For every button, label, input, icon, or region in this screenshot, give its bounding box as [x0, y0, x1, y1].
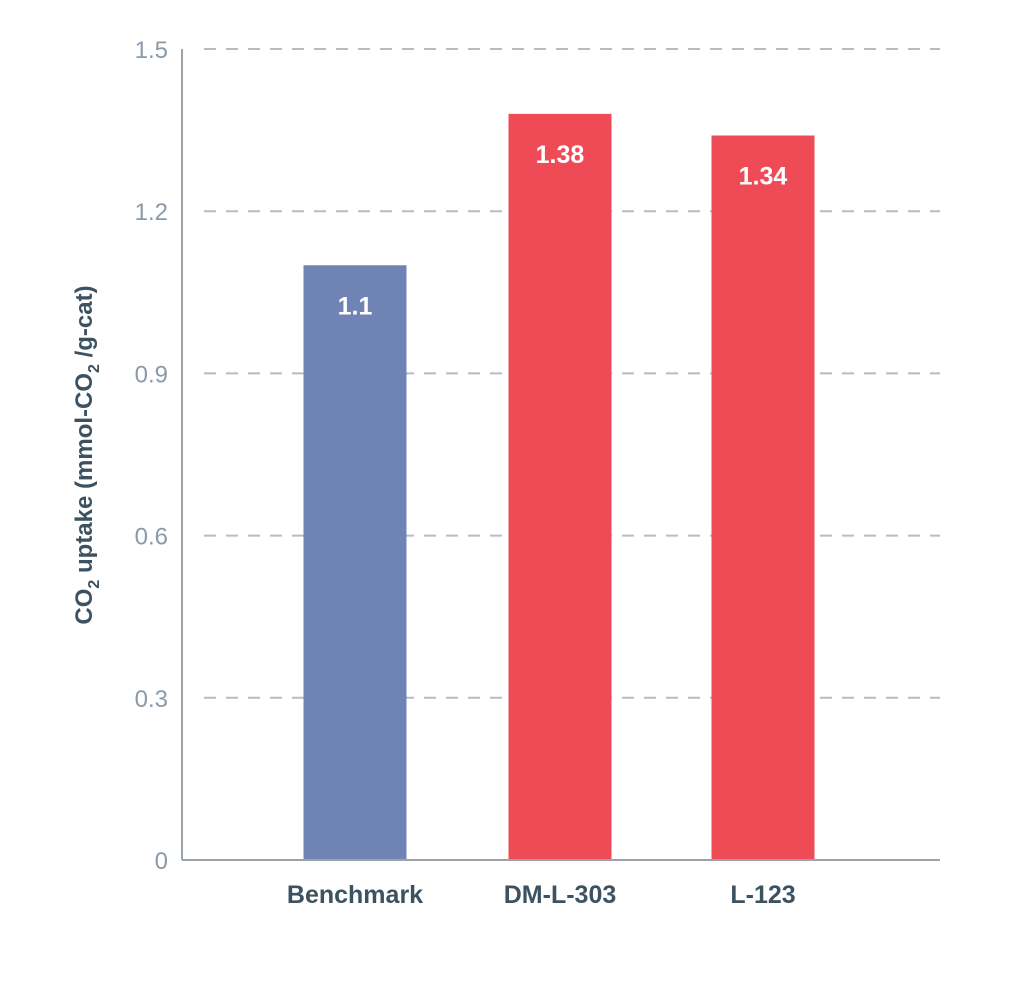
bar-value-label: 1.1: [338, 292, 373, 320]
bar-value-label: 1.34: [739, 163, 788, 191]
y-tick-label: 0.3: [135, 686, 168, 713]
bar-value-label: 1.38: [536, 141, 585, 169]
y-tick-label: 0: [155, 848, 168, 875]
label-layer: 0 0.3 0.6 0.9 1.2 1.5 1.1 Benchmark 1.38 DM-L-303…: [135, 37, 796, 909]
bar-l-123: [711, 135, 815, 861]
y-tick-label: 1.2: [135, 199, 168, 226]
bar-layer: [303, 113, 815, 861]
x-tick-label: Benchmark: [287, 881, 423, 909]
bar-benchmark: [303, 265, 407, 860]
y-tick-label: 0.6: [135, 524, 168, 551]
x-tick-label: DM-L-303: [504, 881, 617, 909]
y-tick-label: 0.9: [135, 361, 168, 388]
axis-layer: [181, 49, 940, 861]
x-tick-label: L-123: [730, 881, 795, 909]
bar-dm-l-303: [508, 113, 612, 860]
y-axis-title: CO2 uptake (mmol-CO2 /g-cat): [71, 285, 103, 624]
y-tick-label: 1.5: [135, 37, 168, 64]
